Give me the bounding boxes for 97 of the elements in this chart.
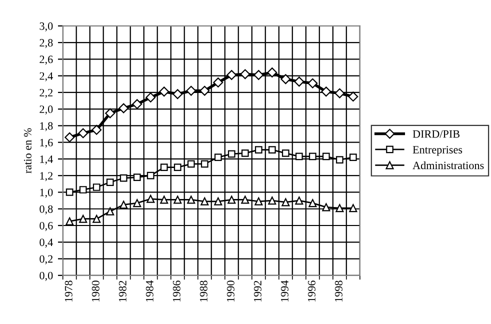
point	[187, 160, 195, 168]
point	[160, 164, 168, 171]
y-tick-label: 1,2	[40, 172, 53, 182]
point	[226, 70, 237, 80]
point	[92, 184, 100, 191]
point	[228, 196, 236, 204]
point	[348, 92, 358, 102]
x-tick-label: 1994	[280, 280, 288, 302]
x-tick-label: 1986	[172, 280, 180, 302]
point	[213, 77, 224, 88]
point	[186, 86, 196, 96]
point	[118, 103, 129, 114]
point	[322, 152, 330, 160]
point	[66, 188, 74, 196]
point	[146, 172, 154, 180]
point	[106, 207, 114, 216]
y-axis-title: ratio en %	[24, 128, 32, 174]
point	[349, 154, 357, 161]
y-tick-label: 0,2	[40, 255, 53, 264]
x-tick-label: 1992	[254, 280, 262, 302]
point	[280, 74, 291, 84]
point	[308, 152, 316, 160]
point	[200, 86, 210, 96]
legend-label: DIRD/PIB	[412, 130, 460, 138]
point	[187, 196, 196, 204]
y-tick-label: 0,6	[40, 222, 53, 232]
y-tick-label: 0,8	[40, 205, 53, 214]
y-tick-label: 0,0	[40, 272, 53, 281]
point	[105, 108, 116, 118]
point	[308, 199, 317, 208]
point	[322, 203, 330, 212]
legend-label: Administrations	[412, 161, 484, 170]
y-tick-label: 2,6	[40, 56, 53, 65]
point	[254, 146, 262, 154]
y-tick-label: 1,4	[40, 155, 53, 165]
x-tick-label: 1998	[334, 280, 342, 302]
point	[92, 124, 102, 135]
point	[106, 178, 114, 186]
point	[172, 89, 183, 100]
y-tick-label: 3,0	[40, 22, 53, 32]
point	[214, 154, 222, 161]
x-tick-label: 1984	[146, 280, 154, 302]
y-tick-label: 2,2	[40, 88, 53, 98]
point	[78, 128, 88, 138]
x-tick-label: 1978	[64, 280, 72, 302]
point	[214, 197, 222, 206]
point	[294, 76, 304, 87]
point	[79, 214, 88, 223]
x-tick-label: 1996	[308, 280, 316, 302]
point	[336, 204, 344, 212]
point	[120, 174, 128, 182]
point	[268, 146, 276, 154]
point	[120, 200, 128, 209]
y-tick-label: 0,4	[40, 238, 53, 248]
point	[295, 196, 304, 205]
x-tick-label: 1980	[92, 280, 100, 302]
point	[174, 196, 182, 204]
point	[240, 69, 250, 80]
point	[133, 174, 141, 181]
point	[282, 149, 290, 157]
y-tick-label: 2,4	[40, 72, 53, 82]
point	[349, 204, 358, 212]
point	[79, 186, 87, 194]
point	[268, 196, 276, 205]
y-tick-label: 2,0	[40, 106, 53, 115]
y-tick-label: 2,8	[40, 39, 53, 48]
y-tick-label: 1,6	[40, 138, 53, 148]
point	[336, 156, 344, 164]
point	[228, 150, 236, 158]
point	[241, 196, 250, 204]
point	[66, 217, 74, 226]
point	[295, 152, 303, 160]
point	[200, 160, 208, 168]
x-tick-label: 1990	[226, 280, 234, 302]
point	[160, 196, 168, 204]
point	[200, 197, 209, 206]
y-tick-label: 1,0	[40, 188, 53, 198]
point	[64, 132, 75, 142]
x-tick-label: 1982	[118, 280, 126, 302]
point	[267, 68, 278, 78]
point	[133, 199, 142, 208]
legend-label: Entreprises	[412, 146, 462, 156]
point	[254, 70, 264, 80]
y-tick-label: 1,8	[40, 122, 53, 132]
point	[159, 86, 170, 97]
point	[92, 214, 101, 223]
point	[174, 164, 182, 171]
point	[132, 99, 142, 110]
point	[282, 198, 290, 206]
x-tick-label: 1988	[200, 280, 208, 302]
point	[254, 197, 263, 206]
point	[308, 78, 318, 88]
point	[146, 194, 155, 203]
point	[241, 149, 249, 157]
point	[334, 88, 345, 98]
point	[146, 92, 156, 102]
point	[321, 86, 332, 97]
